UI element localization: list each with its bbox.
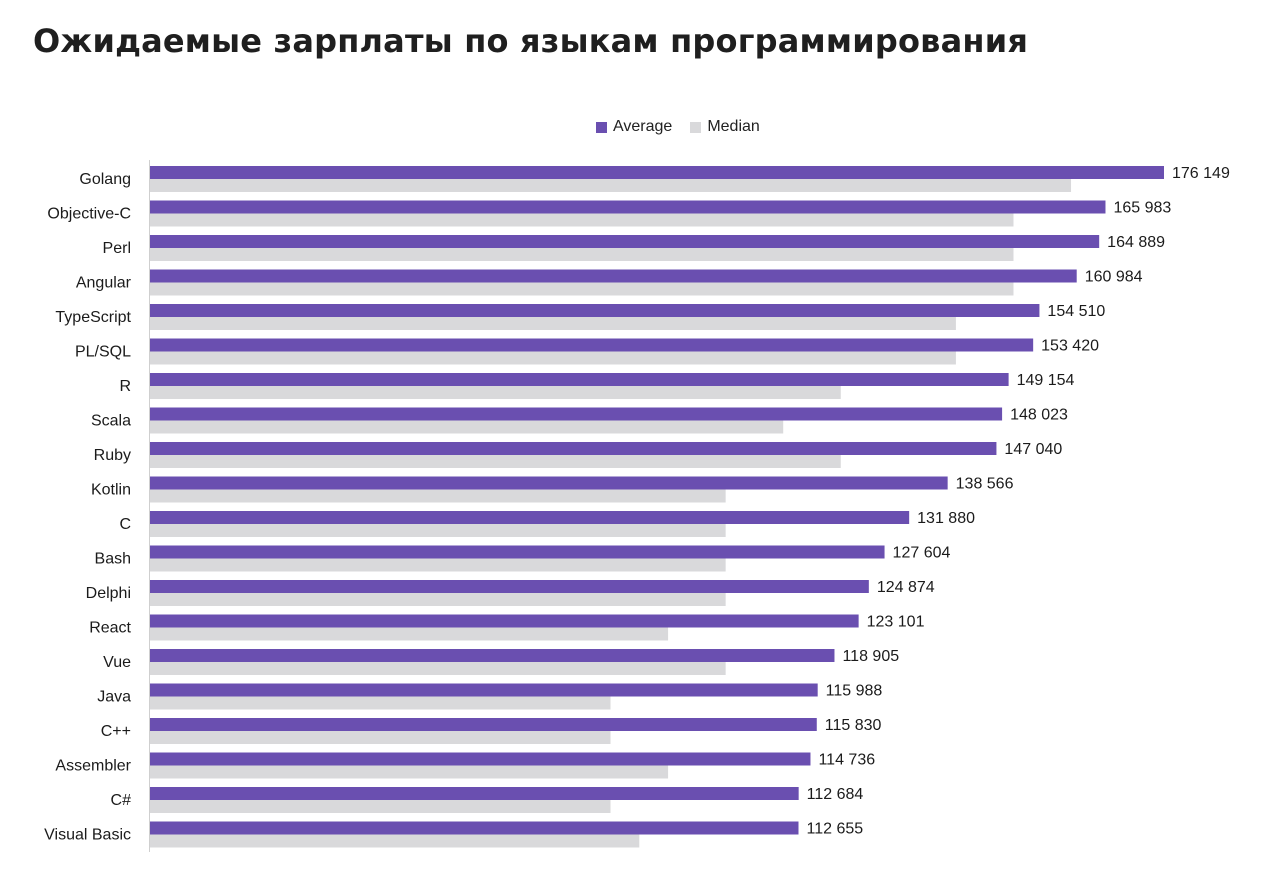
average-data-label: 176 149	[1172, 165, 1230, 182]
median-bar	[150, 386, 841, 399]
average-bar	[150, 545, 885, 559]
average-data-label: 148 023	[1010, 407, 1068, 424]
median-bar	[150, 282, 1014, 296]
category-label: Objective-C	[47, 206, 131, 223]
median-bar	[150, 489, 726, 503]
average-bar	[150, 373, 1009, 386]
average-data-label: 124 874	[877, 579, 935, 596]
average-bar	[150, 269, 1077, 283]
average-data-label: 118 905	[842, 648, 899, 665]
median-bar	[150, 627, 669, 641]
category-label: R	[119, 378, 131, 395]
average-bar	[150, 821, 799, 835]
median-bar	[150, 248, 1014, 261]
average-data-label: 112 684	[807, 786, 864, 803]
category-label: C++	[101, 723, 131, 740]
average-data-label: 165 983	[1113, 200, 1171, 217]
average-bar	[150, 442, 997, 455]
average-data-label: 131 880	[917, 510, 975, 527]
legend-label-median: Median	[707, 118, 760, 135]
average-bar	[150, 614, 859, 628]
legend-swatch-average	[596, 121, 607, 133]
chart-legend: Average Median	[596, 118, 760, 136]
category-label: Java	[97, 689, 131, 706]
median-bar	[150, 731, 611, 744]
average-data-label: 115 988	[826, 683, 883, 700]
average-bar	[150, 235, 1100, 248]
average-data-label: 112 655	[806, 821, 863, 838]
median-bar	[150, 834, 640, 848]
median-bar	[150, 765, 669, 779]
median-bar	[150, 593, 726, 606]
legend-item-median: Median	[690, 118, 760, 136]
median-bar	[150, 213, 1014, 227]
average-data-label: 147 040	[1004, 441, 1062, 458]
legend-label-average: Average	[613, 118, 673, 135]
average-bar	[150, 511, 910, 524]
median-bar	[150, 351, 956, 365]
category-label: Visual Basic	[44, 827, 131, 844]
category-label: PL/SQL	[75, 344, 131, 361]
average-bar	[150, 200, 1106, 214]
median-bar	[150, 317, 956, 330]
median-bar	[150, 455, 841, 468]
average-data-label: 164 889	[1107, 234, 1165, 251]
category-label: Angular	[76, 275, 132, 292]
category-label: C	[119, 516, 131, 533]
average-bar	[150, 338, 1034, 352]
average-bar	[150, 752, 811, 766]
median-bar	[150, 179, 1072, 192]
average-bar	[150, 683, 818, 697]
average-bar	[150, 407, 1003, 421]
median-bar	[150, 800, 611, 813]
category-label: Perl	[103, 240, 131, 257]
category-label: Scala	[91, 413, 131, 430]
median-bar	[150, 558, 726, 572]
average-data-label: 114 736	[818, 752, 875, 769]
average-data-label: 160 984	[1085, 269, 1143, 286]
legend-swatch-median	[690, 121, 702, 133]
average-bar	[150, 476, 948, 490]
average-bar	[150, 166, 1164, 179]
median-bar	[150, 662, 726, 675]
chart-title: Ожидаемые зарплаты по языкам программиро…	[33, 22, 1029, 60]
category-label: React	[89, 620, 131, 637]
legend-item-average: Average	[596, 118, 672, 136]
category-label: C#	[111, 792, 132, 809]
average-bar	[150, 580, 869, 593]
category-label: Golang	[79, 171, 131, 188]
average-bar	[150, 787, 799, 800]
category-label: Ruby	[94, 447, 131, 464]
category-label: Kotlin	[91, 482, 131, 499]
average-bar	[150, 649, 835, 662]
average-data-label: 138 566	[956, 476, 1014, 493]
average-bar	[150, 304, 1040, 317]
average-bar	[150, 718, 817, 731]
average-data-label: 154 510	[1047, 303, 1105, 320]
category-label: Vue	[103, 654, 131, 671]
category-label: Delphi	[86, 585, 131, 602]
median-bar	[150, 420, 784, 434]
average-data-label: 123 101	[867, 614, 925, 631]
category-label: Bash	[95, 551, 131, 568]
category-label: TypeScript	[55, 309, 131, 326]
median-bar	[150, 524, 726, 537]
category-label: Assembler	[55, 758, 131, 775]
average-data-label: 153 420	[1041, 338, 1099, 355]
median-bar	[150, 696, 611, 710]
average-data-label: 149 154	[1017, 372, 1075, 389]
average-data-label: 115 830	[825, 717, 882, 734]
average-data-label: 127 604	[893, 545, 951, 562]
